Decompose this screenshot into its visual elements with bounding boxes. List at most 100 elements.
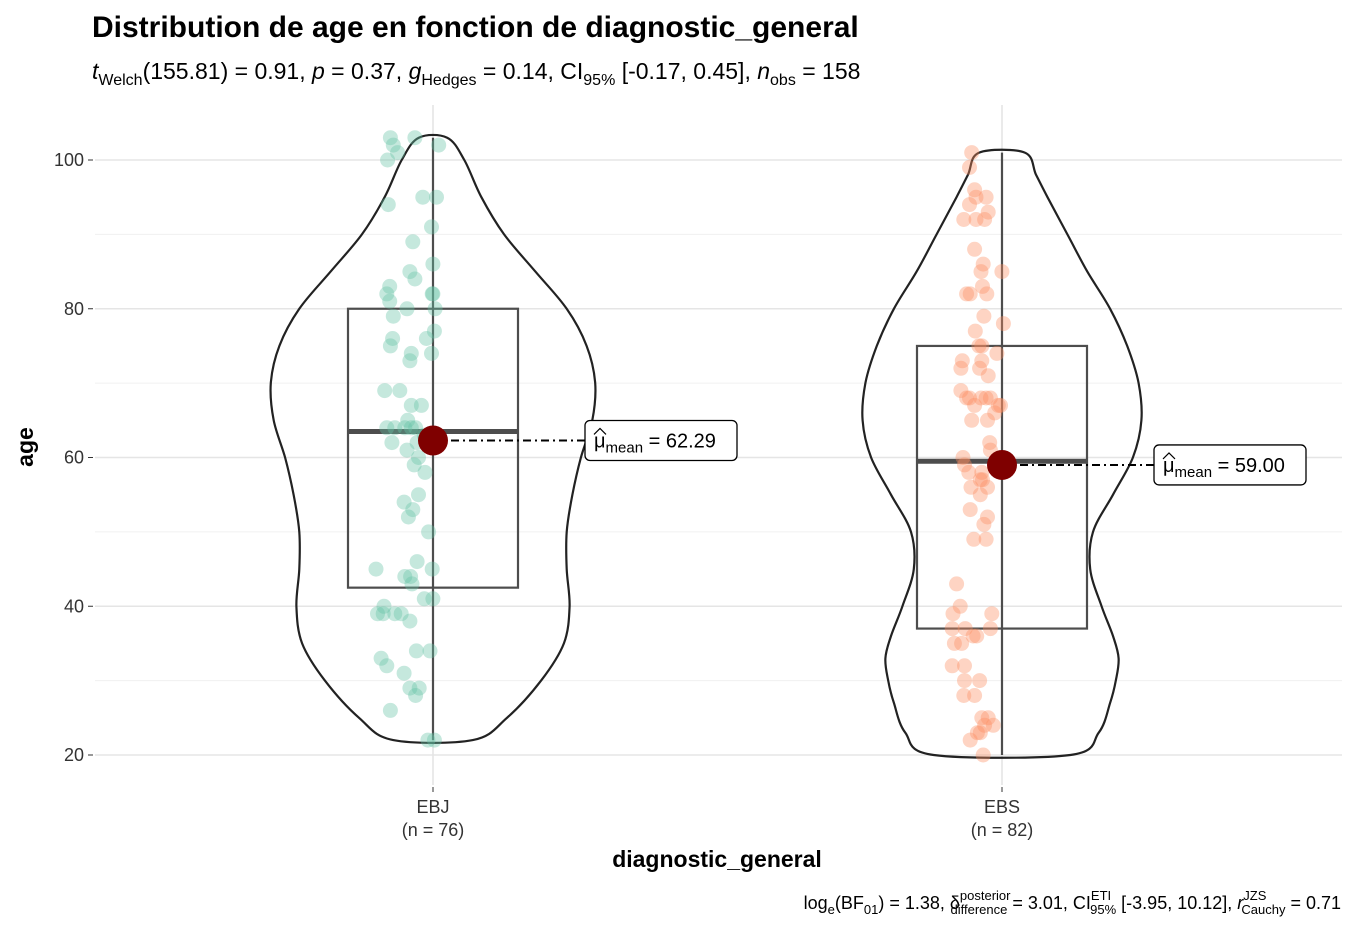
data-point [974,353,990,369]
data-point [972,360,988,376]
data-point [957,673,972,689]
data-point [962,197,977,213]
data-point [963,479,979,495]
x-axis-title: diagnostic_general [612,846,822,872]
data-point [955,450,971,465]
subtitle-ci-sub: 95% [583,72,615,89]
caption-delta-value: = 3.01, CI [1007,893,1091,913]
data-point [408,688,424,703]
data-point [368,561,384,577]
data-point [982,435,998,451]
y-tick-label: 20 [64,745,84,765]
data-point [408,643,424,659]
data-point [424,345,439,361]
data-point [956,212,972,227]
data-point [425,256,441,272]
data-point [978,189,994,205]
data-point [966,531,982,547]
data-point [379,658,395,674]
data-point [978,531,994,547]
data-point [980,509,995,525]
data-point [397,569,413,584]
data-point [399,442,415,458]
mean-point-ebj [418,425,448,456]
data-point [396,494,412,510]
data-point [976,308,992,324]
data-point [404,576,420,592]
data-point [944,621,960,637]
data-point [957,621,973,637]
chart-subtitle: tWelch(155.81) = 0.91, p = 0.37, gHedges… [92,58,860,89]
caption-bf-close: ) = 1.38, [878,893,950,913]
data-point [409,554,425,570]
data-point [962,286,978,302]
data-point [429,189,444,205]
data-point [411,487,426,503]
data-point [987,405,1003,421]
data-point [972,472,988,488]
mean-point-ebs [987,449,1017,480]
data-point [959,390,975,406]
data-point [379,286,395,302]
data-point [967,323,983,339]
subtitle-ci-value: [-0.17, 0.45], [615,58,757,84]
data-point [980,368,996,384]
box-ebs [915,344,1089,630]
caption-delta-sup: posterior [960,888,1011,903]
y-tick-label: 60 [64,448,84,468]
data-point [380,197,396,213]
data-point [402,613,418,629]
x-tick-label-ebj: EBJ [416,797,449,817]
data-point [382,338,398,354]
data-point [385,331,401,346]
caption-r-sub: Cauchy [1241,902,1286,917]
data-point [962,732,978,748]
mean-label-box-ebj [584,419,738,462]
data-point [373,650,389,666]
data-point [402,264,418,280]
data-point [382,702,398,718]
mean-label-box-ebs [1153,444,1307,486]
data-point [402,353,418,369]
x-tick-label-ebs: EBS [984,797,1020,817]
data-point [967,688,983,703]
chart-caption: loge(BF01) = 1.38, δposterior difference … [804,888,1341,917]
y-tick-label: 40 [64,596,84,616]
data-point [393,606,409,622]
data-point [989,345,1005,361]
data-point [392,383,408,399]
data-point [407,271,423,287]
data-point [980,412,995,428]
mean-hat-ebs [1162,452,1176,460]
data-point [403,397,419,413]
data-point [377,383,393,399]
data-point [965,628,981,644]
caption-log: log [804,893,828,913]
caption-log-sub: e [828,902,835,917]
data-point [980,204,996,220]
mean-hat-ebj [593,427,607,435]
data-point [946,635,962,651]
data-point [396,665,412,681]
data-point [406,457,422,473]
data-point [954,635,970,651]
caption-r-value: = 0.71 [1285,893,1341,913]
data-point [968,189,984,205]
caption-bf-open: (BF [835,893,864,913]
data-point [385,137,401,153]
data-point [427,301,443,317]
data-point [417,464,433,480]
data-point [405,502,421,518]
data-point [376,598,392,614]
data-point [402,680,418,696]
data-point [411,680,427,696]
data-point [411,450,426,465]
subtitle-n-sub: obs [770,72,796,89]
caption-r-symbol: r [1237,893,1244,913]
data-point [418,331,434,346]
caption-delta-sub: difference [950,902,1007,917]
data-point [379,420,395,436]
data-point [972,725,988,741]
data-point [972,673,988,689]
